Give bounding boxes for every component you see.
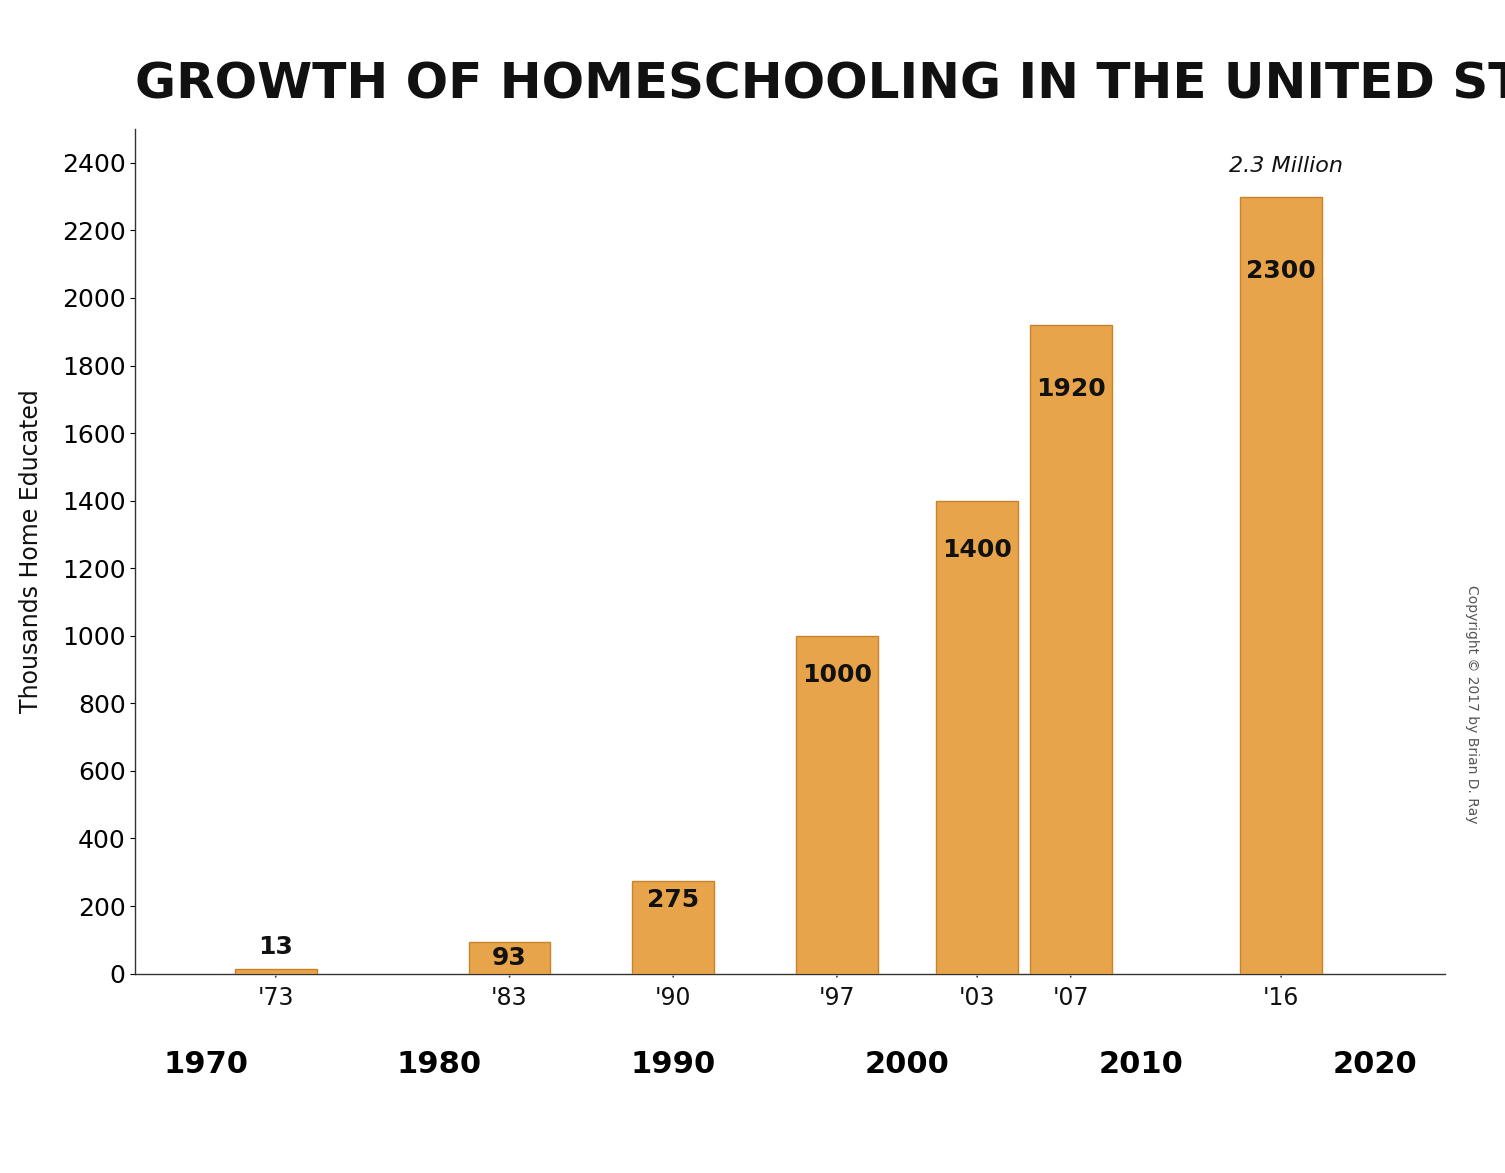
Text: 1920: 1920	[1035, 377, 1106, 401]
Y-axis label: Thousands Home Educated: Thousands Home Educated	[18, 389, 42, 713]
Text: '16: '16	[1263, 986, 1299, 1010]
Bar	[796, 636, 877, 974]
Text: '73: '73	[257, 986, 293, 1010]
Bar	[468, 942, 551, 974]
Text: 93: 93	[492, 945, 527, 970]
Text: GROWTH OF HOMESCHOOLING IN THE UNITED STATES: GROWTH OF HOMESCHOOLING IN THE UNITED ST…	[135, 61, 1505, 108]
Text: '07: '07	[1052, 986, 1090, 1010]
Text: 2300: 2300	[1246, 259, 1315, 283]
Text: 2.3 Million: 2.3 Million	[1228, 156, 1342, 176]
Bar	[1240, 197, 1321, 974]
Text: '83: '83	[491, 986, 528, 1010]
Text: 275: 275	[647, 888, 700, 913]
Bar	[235, 969, 316, 974]
Text: '90: '90	[655, 986, 691, 1010]
Text: 1000: 1000	[802, 663, 871, 687]
Bar	[1029, 325, 1112, 974]
Text: '03: '03	[959, 986, 995, 1010]
Text: 13: 13	[259, 935, 293, 960]
Bar	[936, 501, 1017, 974]
Bar	[632, 881, 715, 974]
Text: Copyright © 2017 by Brian D. Ray: Copyright © 2017 by Brian D. Ray	[1464, 584, 1479, 823]
Text: 1400: 1400	[942, 538, 1011, 563]
Text: '97: '97	[819, 986, 855, 1010]
